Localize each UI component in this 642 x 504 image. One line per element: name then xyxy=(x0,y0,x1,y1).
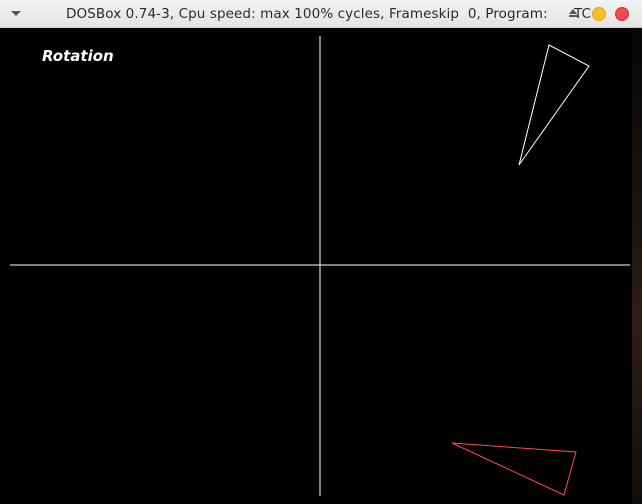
window-menu-icon[interactable] xyxy=(9,8,23,20)
window-title: DOSBox 0.74-3, Cpu speed: max 100% cycle… xyxy=(66,6,592,22)
original-triangle xyxy=(518,44,590,166)
graphics-canvas xyxy=(10,36,630,496)
dos-screen[interactable]: Rotation xyxy=(0,28,642,504)
title-bar[interactable]: DOSBox 0.74-3, Cpu speed: max 100% cycle… xyxy=(0,0,642,28)
close-button[interactable] xyxy=(615,7,629,21)
rotated-triangle xyxy=(451,442,577,496)
rotation-label: Rotation xyxy=(42,47,114,65)
shade-icon[interactable] xyxy=(567,8,581,20)
minimize-button[interactable] xyxy=(592,7,606,21)
desktop-background-edge xyxy=(632,28,642,504)
